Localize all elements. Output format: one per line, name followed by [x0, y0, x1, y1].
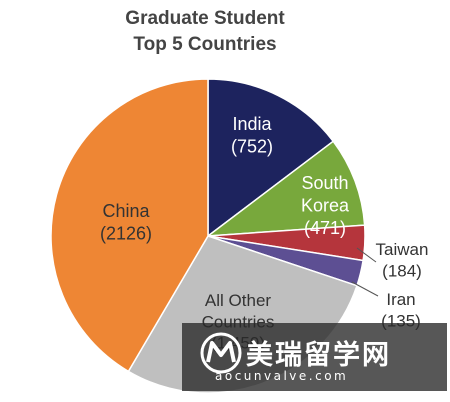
slice-label-china: China (2126): [100, 201, 152, 244]
watermark-url: aocunvalve.com: [215, 369, 349, 383]
slice-label-taiwan: Taiwan (184): [376, 240, 429, 280]
chart-title-line-1: Graduate Student: [125, 8, 285, 29]
pie-slice-india: [207, 78, 335, 238]
leader-line: [356, 247, 377, 263]
slice-label-south: South Korea (471): [301, 173, 350, 238]
pie-slice-south: [205, 140, 366, 237]
pie-slice-china: [50, 78, 209, 373]
m-logo-icon: [200, 332, 242, 374]
slice-label-india: India (752): [231, 114, 273, 157]
leader-line: [351, 281, 379, 297]
chart-title: Graduate Student Top 5 Countries: [0, 6, 410, 58]
chart-title-line-2: Top 5 Countries: [133, 34, 277, 55]
watermark-brand: 美瑞留学网: [246, 340, 391, 371]
